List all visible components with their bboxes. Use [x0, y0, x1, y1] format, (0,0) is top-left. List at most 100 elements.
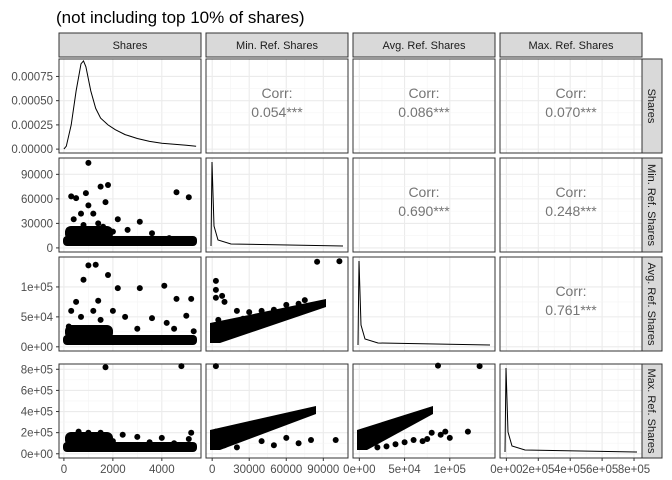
scatter-point — [212, 277, 219, 284]
x-tick-label: 60000 — [270, 464, 302, 476]
x-tick-label: 0 — [61, 464, 67, 476]
panel-border — [499, 58, 643, 154]
correlation-label: Corr: — [555, 85, 586, 101]
scatter-point — [185, 436, 192, 442]
column-strip-label: Max. Ref. Shares — [529, 40, 614, 52]
scatter-point — [221, 442, 228, 449]
scatter-point — [219, 292, 226, 299]
panel-border — [58, 256, 202, 352]
x-tick-label: 0 — [209, 464, 215, 476]
scatter-point — [90, 210, 97, 217]
scatter-point — [80, 276, 87, 283]
scatter-point — [163, 319, 170, 326]
density-line-shares — [63, 59, 197, 150]
scatter-point — [85, 159, 92, 166]
y-tick-label: 0.00075 — [11, 71, 53, 83]
scatter-point — [332, 437, 339, 443]
column-strip — [58, 32, 202, 58]
panel-border — [58, 58, 202, 154]
scatter-point — [119, 431, 126, 438]
scatter-point — [424, 436, 431, 442]
scatter-point — [308, 437, 314, 443]
scatter-point — [122, 313, 129, 320]
scatter-point — [70, 216, 77, 223]
y-tick-label: 0e+00 — [21, 449, 53, 461]
scatter-point — [102, 199, 109, 206]
scatter-point — [383, 443, 390, 450]
scatter-point — [233, 307, 240, 314]
scatter-point — [270, 442, 277, 449]
scatter-point — [114, 285, 121, 292]
scatter-point — [410, 437, 417, 443]
scatter-point — [78, 210, 84, 217]
panel-border — [352, 58, 496, 154]
y-tick-label: 90000 — [21, 169, 53, 181]
correlation-label: Corr: — [408, 184, 439, 200]
x-tick-label: 4e+05 — [554, 464, 586, 476]
scatter-point — [270, 306, 277, 313]
correlation-value: 0.086*** — [398, 104, 450, 120]
x-tick-label: 30000 — [233, 464, 265, 476]
scatter-point — [136, 218, 143, 225]
scatter-point — [392, 441, 399, 448]
scatter-point — [65, 323, 72, 330]
point-cluster — [65, 325, 113, 339]
scatter-point — [149, 315, 155, 322]
scatter-point — [188, 295, 195, 302]
scatter-point — [97, 183, 104, 190]
scatter-point — [173, 295, 180, 302]
panel-border — [499, 256, 643, 352]
x-tick-label: 2e+05 — [522, 464, 554, 476]
correlation-value: 0.070*** — [545, 104, 597, 120]
scatter-point — [134, 433, 141, 440]
y-tick-label: 2e+05 — [21, 428, 53, 440]
panel-background — [353, 59, 495, 153]
scatter-point — [295, 440, 302, 447]
scatter-point — [109, 438, 116, 445]
column-strip — [499, 32, 643, 58]
scatter-point — [80, 222, 87, 228]
x-tick-label: 2000 — [100, 464, 126, 476]
scatter-point — [227, 319, 234, 326]
panel-border — [205, 157, 349, 253]
point-cluster — [65, 226, 113, 240]
panel-border — [352, 157, 496, 253]
scatter-point — [442, 428, 449, 435]
correlation-label: Corr: — [555, 184, 586, 200]
y-tick-label: 0e+00 — [21, 342, 53, 354]
correlation-label: Corr: — [261, 85, 292, 101]
scatter-point — [212, 363, 219, 370]
scatter-point — [85, 429, 92, 436]
scatter-point — [190, 328, 197, 335]
correlation-label: Corr: — [555, 283, 586, 299]
x-tick-label: 90000 — [307, 464, 339, 476]
y-tick-label: 30000 — [21, 218, 53, 230]
x-tick-label: 5e+04 — [388, 464, 421, 476]
scatter-point — [65, 226, 72, 233]
scatter-point — [95, 297, 102, 304]
scatter-point — [178, 363, 185, 370]
scatter-point — [68, 436, 75, 442]
scatter-point — [183, 312, 190, 319]
scatter-point — [158, 434, 165, 441]
x-tick-label: 6e+05 — [586, 464, 618, 476]
scatter-point — [476, 363, 483, 370]
scatter-point — [90, 433, 97, 440]
scatter-point — [166, 235, 173, 242]
correlation-value: 0.761*** — [545, 302, 597, 318]
scatter-point — [446, 434, 453, 441]
scatter-point — [419, 438, 426, 445]
scatter-point — [105, 182, 111, 188]
scatter-point — [212, 428, 219, 435]
scatter-point — [78, 313, 84, 320]
scatter-point — [185, 194, 192, 201]
panel-background — [206, 59, 348, 153]
scatter-point — [97, 316, 104, 323]
scatter-point — [374, 444, 381, 451]
scatter-point — [85, 202, 92, 209]
scatter-point — [212, 432, 219, 439]
y-tick-label: 0.00050 — [11, 96, 53, 108]
scatter-point — [136, 285, 143, 292]
scatter-point — [68, 193, 75, 200]
